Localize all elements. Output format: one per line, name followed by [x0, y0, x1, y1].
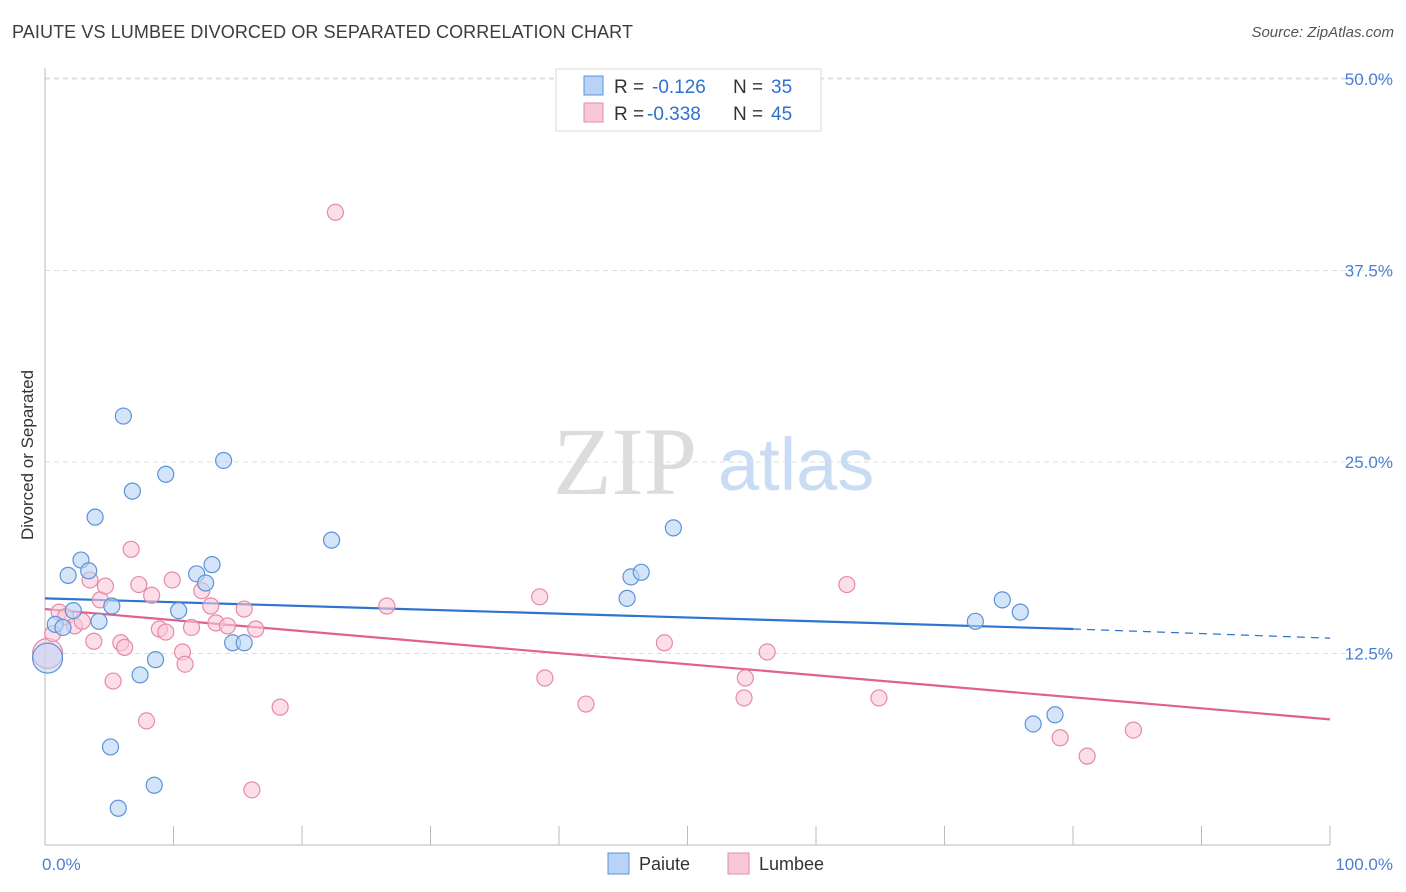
source-label: Source: ZipAtlas.com	[1251, 24, 1394, 41]
lumbee-point	[202, 597, 220, 615]
paiute-point	[993, 591, 1011, 609]
paiute-point	[64, 602, 82, 620]
lumbee-point	[1051, 729, 1069, 747]
paiute-point	[90, 612, 108, 630]
paiute-point	[170, 602, 188, 620]
lumbee-point	[536, 669, 554, 687]
lumbee-point	[736, 669, 754, 687]
paiute-point	[131, 666, 149, 684]
paiute-point	[145, 776, 163, 794]
paiute-point	[966, 612, 984, 630]
paiute-point	[80, 562, 98, 580]
y-tick-label: 25.0%	[1345, 453, 1393, 472]
paiute-point	[618, 589, 636, 607]
paiute-point	[54, 618, 72, 637]
y-tick-labels: 12.5% 25.0% 37.5% 50.0%	[1345, 70, 1393, 664]
lumbee-point	[116, 638, 134, 656]
bottom-legend-swatch-lumbee	[727, 852, 750, 875]
paiute-point	[86, 508, 104, 526]
lumbee-point	[735, 689, 753, 707]
legend-n-value-lumbee: 45	[771, 104, 792, 125]
lumbee-point	[378, 597, 396, 615]
lumbee-point	[137, 712, 156, 730]
legend-r-label-lumbee: R =	[614, 104, 644, 125]
paiute-point	[109, 799, 127, 817]
lumbee-point	[243, 781, 261, 799]
paiute-point	[203, 556, 221, 574]
lumbee-point	[85, 632, 103, 650]
lumbee-point	[1124, 721, 1142, 739]
lumbee-point	[176, 655, 194, 673]
lumbee-point	[271, 698, 289, 716]
paiute-point	[1046, 706, 1064, 724]
paiute-point	[123, 482, 141, 500]
stats-legend: R = -0.126 N = 35 R = -0.338 N = 45	[555, 68, 822, 132]
paiute-point	[322, 531, 341, 549]
legend-r-label-paiute: R =	[614, 77, 644, 98]
axes	[44, 68, 1331, 846]
y-tick-label: 50.0%	[1345, 70, 1393, 89]
legend-swatch-lumbee	[583, 102, 604, 123]
paiute-point	[103, 597, 121, 615]
lumbee-point	[247, 620, 265, 638]
x-tick-label-max: 100.0%	[1335, 855, 1393, 874]
legend-swatch-paiute	[583, 75, 604, 96]
paiute-point	[664, 519, 682, 537]
paiute-point	[114, 407, 132, 425]
lumbee-point	[157, 623, 175, 641]
lumbee-point	[870, 689, 888, 707]
watermark-zip: ZIP	[553, 408, 697, 515]
paiute-point	[31, 642, 64, 674]
paiute-point	[235, 634, 253, 652]
lumbee-point	[143, 586, 161, 604]
gridlines	[45, 77, 1392, 654]
lumbee-point	[235, 600, 253, 618]
lumbee-point	[96, 577, 114, 595]
bottom-legend-swatch-paiute	[607, 852, 630, 875]
paiute-point	[1011, 603, 1029, 621]
trend-lines	[44, 597, 1331, 721]
lumbee-point	[758, 643, 776, 661]
trend-line-paiute-extension	[1072, 628, 1331, 639]
legend-r-value-paiute: -0.126	[652, 77, 706, 98]
legend-n-label-lumbee: N =	[733, 104, 763, 125]
chart-title: PAIUTE VS LUMBEE DIVORCED OR SEPARATED C…	[12, 22, 634, 42]
paiute-point	[1024, 715, 1042, 733]
bottom-legend-label-lumbee: Lumbee	[759, 854, 824, 874]
paiute-point	[157, 465, 175, 483]
data-points	[31, 203, 1142, 817]
x-tick-label-min: 0.0%	[42, 855, 81, 874]
lumbee-point	[577, 695, 595, 713]
trend-line-lumbee	[44, 607, 1331, 721]
series-legend: Paiute Lumbee	[607, 852, 824, 875]
paiute-point	[215, 451, 233, 470]
lumbee-point	[326, 203, 345, 221]
lumbee-point	[1078, 747, 1096, 765]
bottom-legend-label-paiute: Paiute	[639, 854, 690, 874]
lumbee-point	[218, 617, 237, 635]
y-tick-label: 12.5%	[1345, 645, 1393, 664]
lumbee-point	[104, 672, 122, 690]
lumbee-point	[655, 634, 673, 652]
lumbee-point	[182, 618, 201, 637]
y-tick-label: 37.5%	[1345, 262, 1393, 281]
lumbee-point	[130, 575, 148, 594]
lumbee-point	[122, 540, 140, 558]
legend-r-value-lumbee: -0.338	[647, 104, 701, 125]
paiute-point	[632, 563, 650, 581]
legend-n-label-paiute: N =	[733, 77, 763, 98]
y-axis-title: Divorced or Separated	[18, 370, 37, 540]
watermark-atlas: atlas	[718, 423, 874, 506]
paiute-point	[59, 566, 77, 584]
x-tick-labels: 0.0% 100.0%	[42, 855, 1393, 874]
paiute-point	[101, 738, 120, 756]
legend-n-value-paiute: 35	[771, 77, 792, 98]
paiute-point	[146, 651, 165, 669]
paiute-point	[197, 574, 215, 592]
lumbee-point	[838, 575, 856, 594]
lumbee-point	[163, 571, 181, 589]
lumbee-point	[531, 588, 549, 606]
